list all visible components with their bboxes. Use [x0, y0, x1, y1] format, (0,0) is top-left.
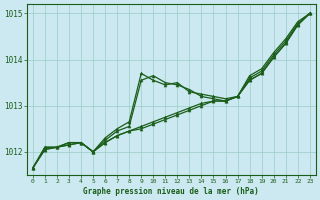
- X-axis label: Graphe pression niveau de la mer (hPa): Graphe pression niveau de la mer (hPa): [84, 187, 259, 196]
